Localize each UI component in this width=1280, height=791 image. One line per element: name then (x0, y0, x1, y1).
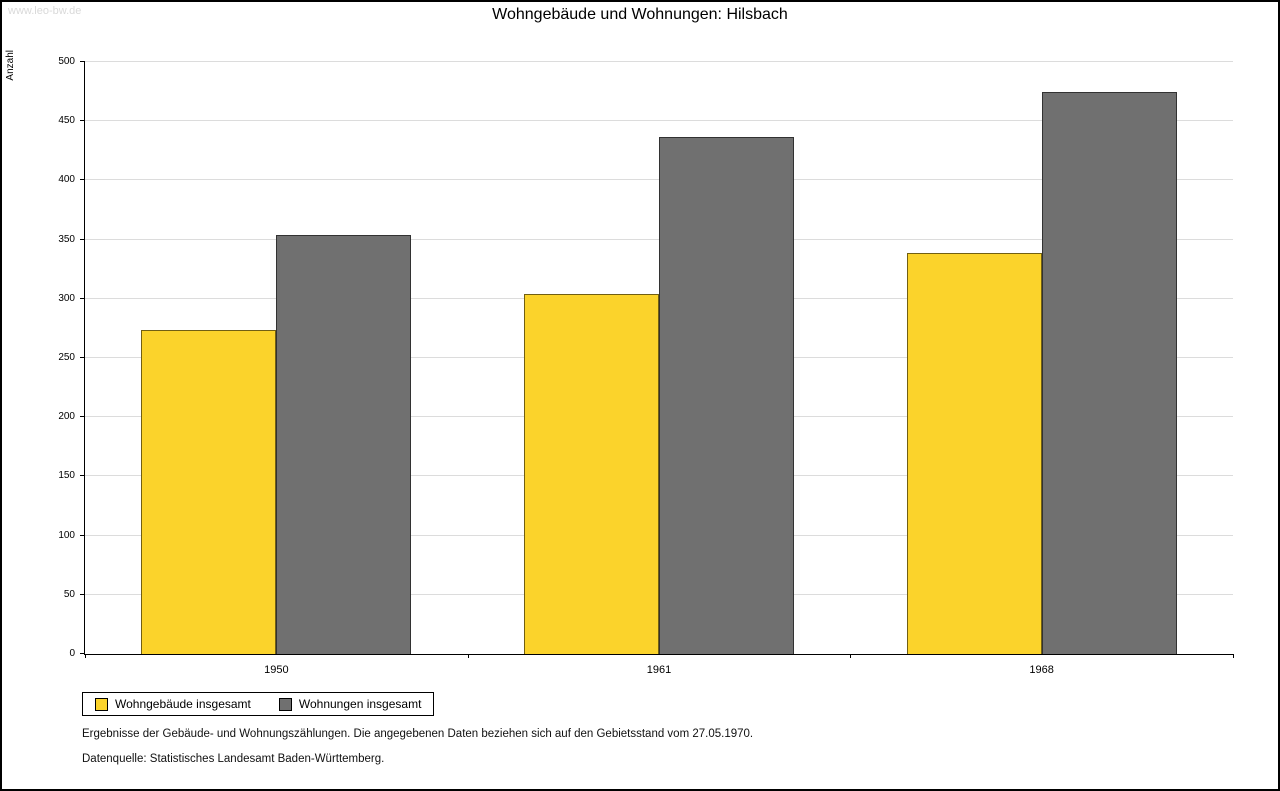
y-axis-tick-mark (80, 416, 85, 418)
x-axis-tick-mark (85, 654, 86, 658)
x-axis-tick-mark (850, 654, 852, 658)
y-axis-tick-label: 150 (58, 470, 75, 482)
y-axis-tick-label: 50 (63, 588, 75, 600)
bar-wohngebaeude-1961 (523, 294, 659, 654)
legend-label: Wohnungen insgesamt (298, 697, 422, 711)
gridline (85, 61, 1233, 62)
y-axis-tick-mark (80, 238, 85, 240)
x-axis-tick-label: 1961 (646, 664, 672, 676)
y-axis-tick-label: 300 (58, 292, 75, 304)
y-axis-tick-mark (80, 297, 85, 299)
legend-swatch-wohngebaeude (95, 697, 108, 711)
plot-area: 0 50 100 150 200 250 300 350 400 450 500 1950 1961 19… (58, 57, 1234, 676)
y-axis-tick-label: 250 (58, 352, 75, 363)
gridline (85, 120, 1233, 122)
legend-label: Wohngebäude insgesamt (115, 697, 251, 711)
y-axis-tick-mark (80, 179, 85, 181)
x-axis-tick-mark (1233, 654, 1234, 658)
y-axis-tick-label: 350 (58, 233, 75, 245)
footnote-source-note: Ergebnisse der Gebäude- und Wohnungszähl… (82, 728, 754, 740)
y-axis-tick-mark (80, 534, 85, 536)
y-axis-tick-label: 0 (69, 648, 75, 659)
bar-wohngebaeude-1968 (906, 252, 1042, 654)
bar-wohnungen-1968 (1041, 91, 1177, 654)
y-axis-tick-label: 450 (58, 115, 75, 127)
footnote-data-source: Datenquelle: Statistisches Landesamt Bad… (82, 753, 385, 765)
x-axis-tick-label: 1950 (264, 664, 289, 676)
y-axis-tick-mark (80, 475, 85, 477)
y-axis-title: Anzahl (5, 50, 16, 81)
y-axis-tick-mark (80, 593, 85, 595)
y-axis-tick-mark (80, 653, 85, 654)
bar-wohnungen-1950 (276, 234, 412, 654)
y-axis-tick-mark (80, 61, 85, 62)
watermark: www.leo-bw.de (8, 5, 82, 17)
x-axis-tick-label: 1968 (1029, 664, 1054, 676)
x-axis-tick-mark (467, 654, 469, 658)
legend-item-wohngebaeude: Wohngebäude insgesamt (95, 697, 251, 711)
bar-wohngebaeude-1950 (141, 329, 277, 654)
page-title: Wohngebäude und Wohnungen: Hilsbach (492, 6, 788, 23)
legend: Wohngebäude insgesamt Wohnungen insgesam… (82, 692, 435, 716)
y-axis-tick-label: 500 (58, 56, 75, 67)
y-axis-tick-label: 400 (58, 174, 75, 186)
y-axis-tick-mark (80, 357, 85, 358)
legend-item-wohnungen: Wohnungen insgesamt (278, 697, 422, 711)
y-axis-tick-mark (80, 120, 85, 122)
y-axis-tick-label: 100 (58, 529, 75, 541)
legend-swatch-wohnungen (278, 697, 292, 711)
bar-wohnungen-1961 (659, 136, 794, 654)
y-axis-tick-label: 200 (58, 411, 75, 423)
